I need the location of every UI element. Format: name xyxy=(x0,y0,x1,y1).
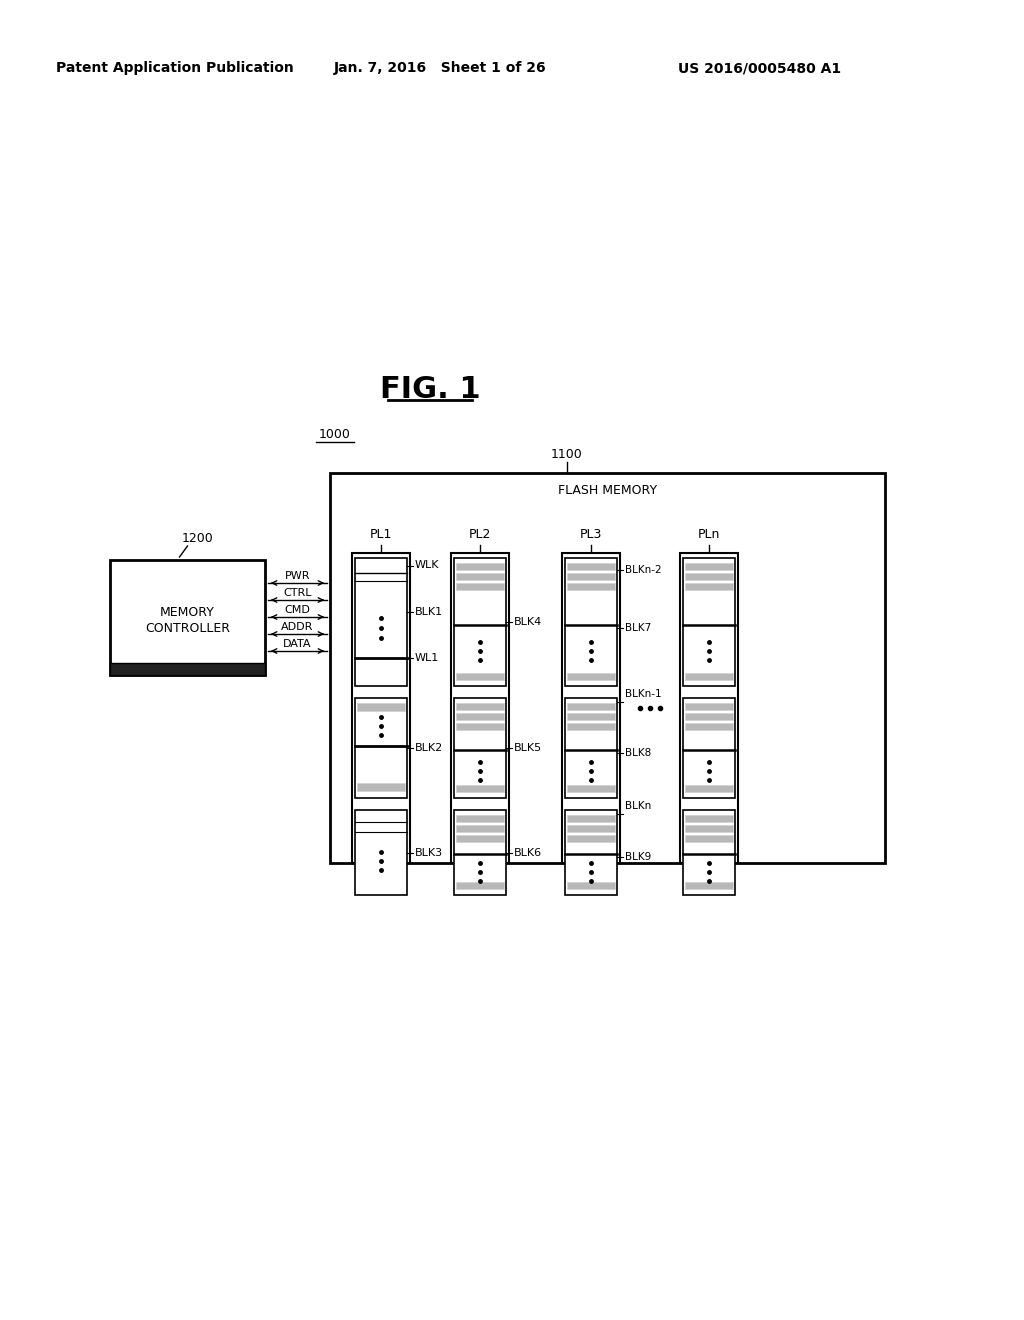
Bar xyxy=(567,836,615,842)
Bar xyxy=(680,553,738,863)
Bar xyxy=(456,814,504,822)
Bar xyxy=(456,713,504,719)
Bar xyxy=(685,583,733,590)
Bar xyxy=(683,558,735,686)
Text: PL2: PL2 xyxy=(469,528,492,541)
Bar xyxy=(110,663,265,675)
Text: DATA: DATA xyxy=(284,639,311,649)
Bar xyxy=(567,723,615,730)
Bar xyxy=(456,785,504,792)
Bar xyxy=(456,825,504,832)
Bar xyxy=(456,564,504,570)
Text: CTRL: CTRL xyxy=(284,587,311,598)
Bar xyxy=(567,564,615,570)
Bar xyxy=(567,825,615,832)
Text: FLASH MEMORY: FLASH MEMORY xyxy=(558,484,657,498)
Text: BLK5: BLK5 xyxy=(514,743,542,752)
Bar xyxy=(685,836,733,842)
Text: 1100: 1100 xyxy=(551,449,583,462)
Text: PL3: PL3 xyxy=(580,528,602,541)
Bar xyxy=(456,882,504,888)
Bar xyxy=(683,698,735,799)
Bar xyxy=(685,713,733,719)
Text: BLK9: BLK9 xyxy=(625,851,651,862)
Bar xyxy=(685,564,733,570)
Bar xyxy=(451,553,509,863)
Bar xyxy=(685,785,733,792)
Text: BLK7: BLK7 xyxy=(625,623,651,634)
Text: MEMORY: MEMORY xyxy=(160,606,215,619)
Text: PLn: PLn xyxy=(697,528,720,541)
Bar xyxy=(685,814,733,822)
Text: 1000: 1000 xyxy=(319,429,351,441)
Bar xyxy=(567,573,615,579)
Bar xyxy=(685,825,733,832)
Text: BLK2: BLK2 xyxy=(415,743,443,752)
Bar xyxy=(456,704,504,710)
Bar xyxy=(685,704,733,710)
Text: PWR: PWR xyxy=(285,572,310,581)
Bar xyxy=(567,704,615,710)
Bar xyxy=(110,560,265,675)
Bar xyxy=(565,698,617,799)
Text: CONTROLLER: CONTROLLER xyxy=(145,622,230,635)
Bar xyxy=(355,558,407,686)
Text: BLK3: BLK3 xyxy=(415,847,443,858)
Text: BLKn-1: BLKn-1 xyxy=(625,689,662,700)
Bar xyxy=(456,583,504,590)
Bar xyxy=(456,673,504,680)
Text: WLK: WLK xyxy=(415,561,439,570)
Bar xyxy=(685,882,733,888)
Bar xyxy=(454,558,506,686)
Text: BLK6: BLK6 xyxy=(514,847,542,858)
Bar xyxy=(685,723,733,730)
Bar xyxy=(567,814,615,822)
Bar xyxy=(683,810,735,895)
Bar xyxy=(357,783,406,791)
Text: 1200: 1200 xyxy=(181,532,213,544)
Bar xyxy=(454,698,506,799)
Bar xyxy=(565,558,617,686)
Bar xyxy=(567,673,615,680)
Text: FIG. 1: FIG. 1 xyxy=(380,375,480,404)
Text: PL1: PL1 xyxy=(370,528,392,541)
Bar xyxy=(562,553,620,863)
Bar xyxy=(565,810,617,895)
Bar xyxy=(685,673,733,680)
Bar xyxy=(567,713,615,719)
Text: BLKn: BLKn xyxy=(625,801,651,810)
Bar xyxy=(685,573,733,579)
Bar xyxy=(330,473,885,863)
Text: BLK4: BLK4 xyxy=(514,616,543,627)
Text: BLK1: BLK1 xyxy=(415,607,443,616)
Bar xyxy=(352,553,410,863)
Bar xyxy=(567,583,615,590)
Text: US 2016/0005480 A1: US 2016/0005480 A1 xyxy=(679,61,842,75)
Text: CMD: CMD xyxy=(285,605,310,615)
Text: Patent Application Publication: Patent Application Publication xyxy=(56,61,294,75)
Bar xyxy=(355,810,407,895)
Bar xyxy=(357,704,406,711)
Bar xyxy=(567,882,615,888)
Bar xyxy=(456,573,504,579)
Text: ADDR: ADDR xyxy=(282,622,313,632)
Bar xyxy=(456,836,504,842)
Bar xyxy=(454,810,506,895)
Text: WL1: WL1 xyxy=(415,653,439,663)
Text: BLK8: BLK8 xyxy=(625,748,651,758)
Text: Jan. 7, 2016   Sheet 1 of 26: Jan. 7, 2016 Sheet 1 of 26 xyxy=(334,61,547,75)
Bar xyxy=(456,723,504,730)
Bar xyxy=(355,698,407,799)
Text: BLKn-2: BLKn-2 xyxy=(625,565,662,576)
Bar xyxy=(567,785,615,792)
